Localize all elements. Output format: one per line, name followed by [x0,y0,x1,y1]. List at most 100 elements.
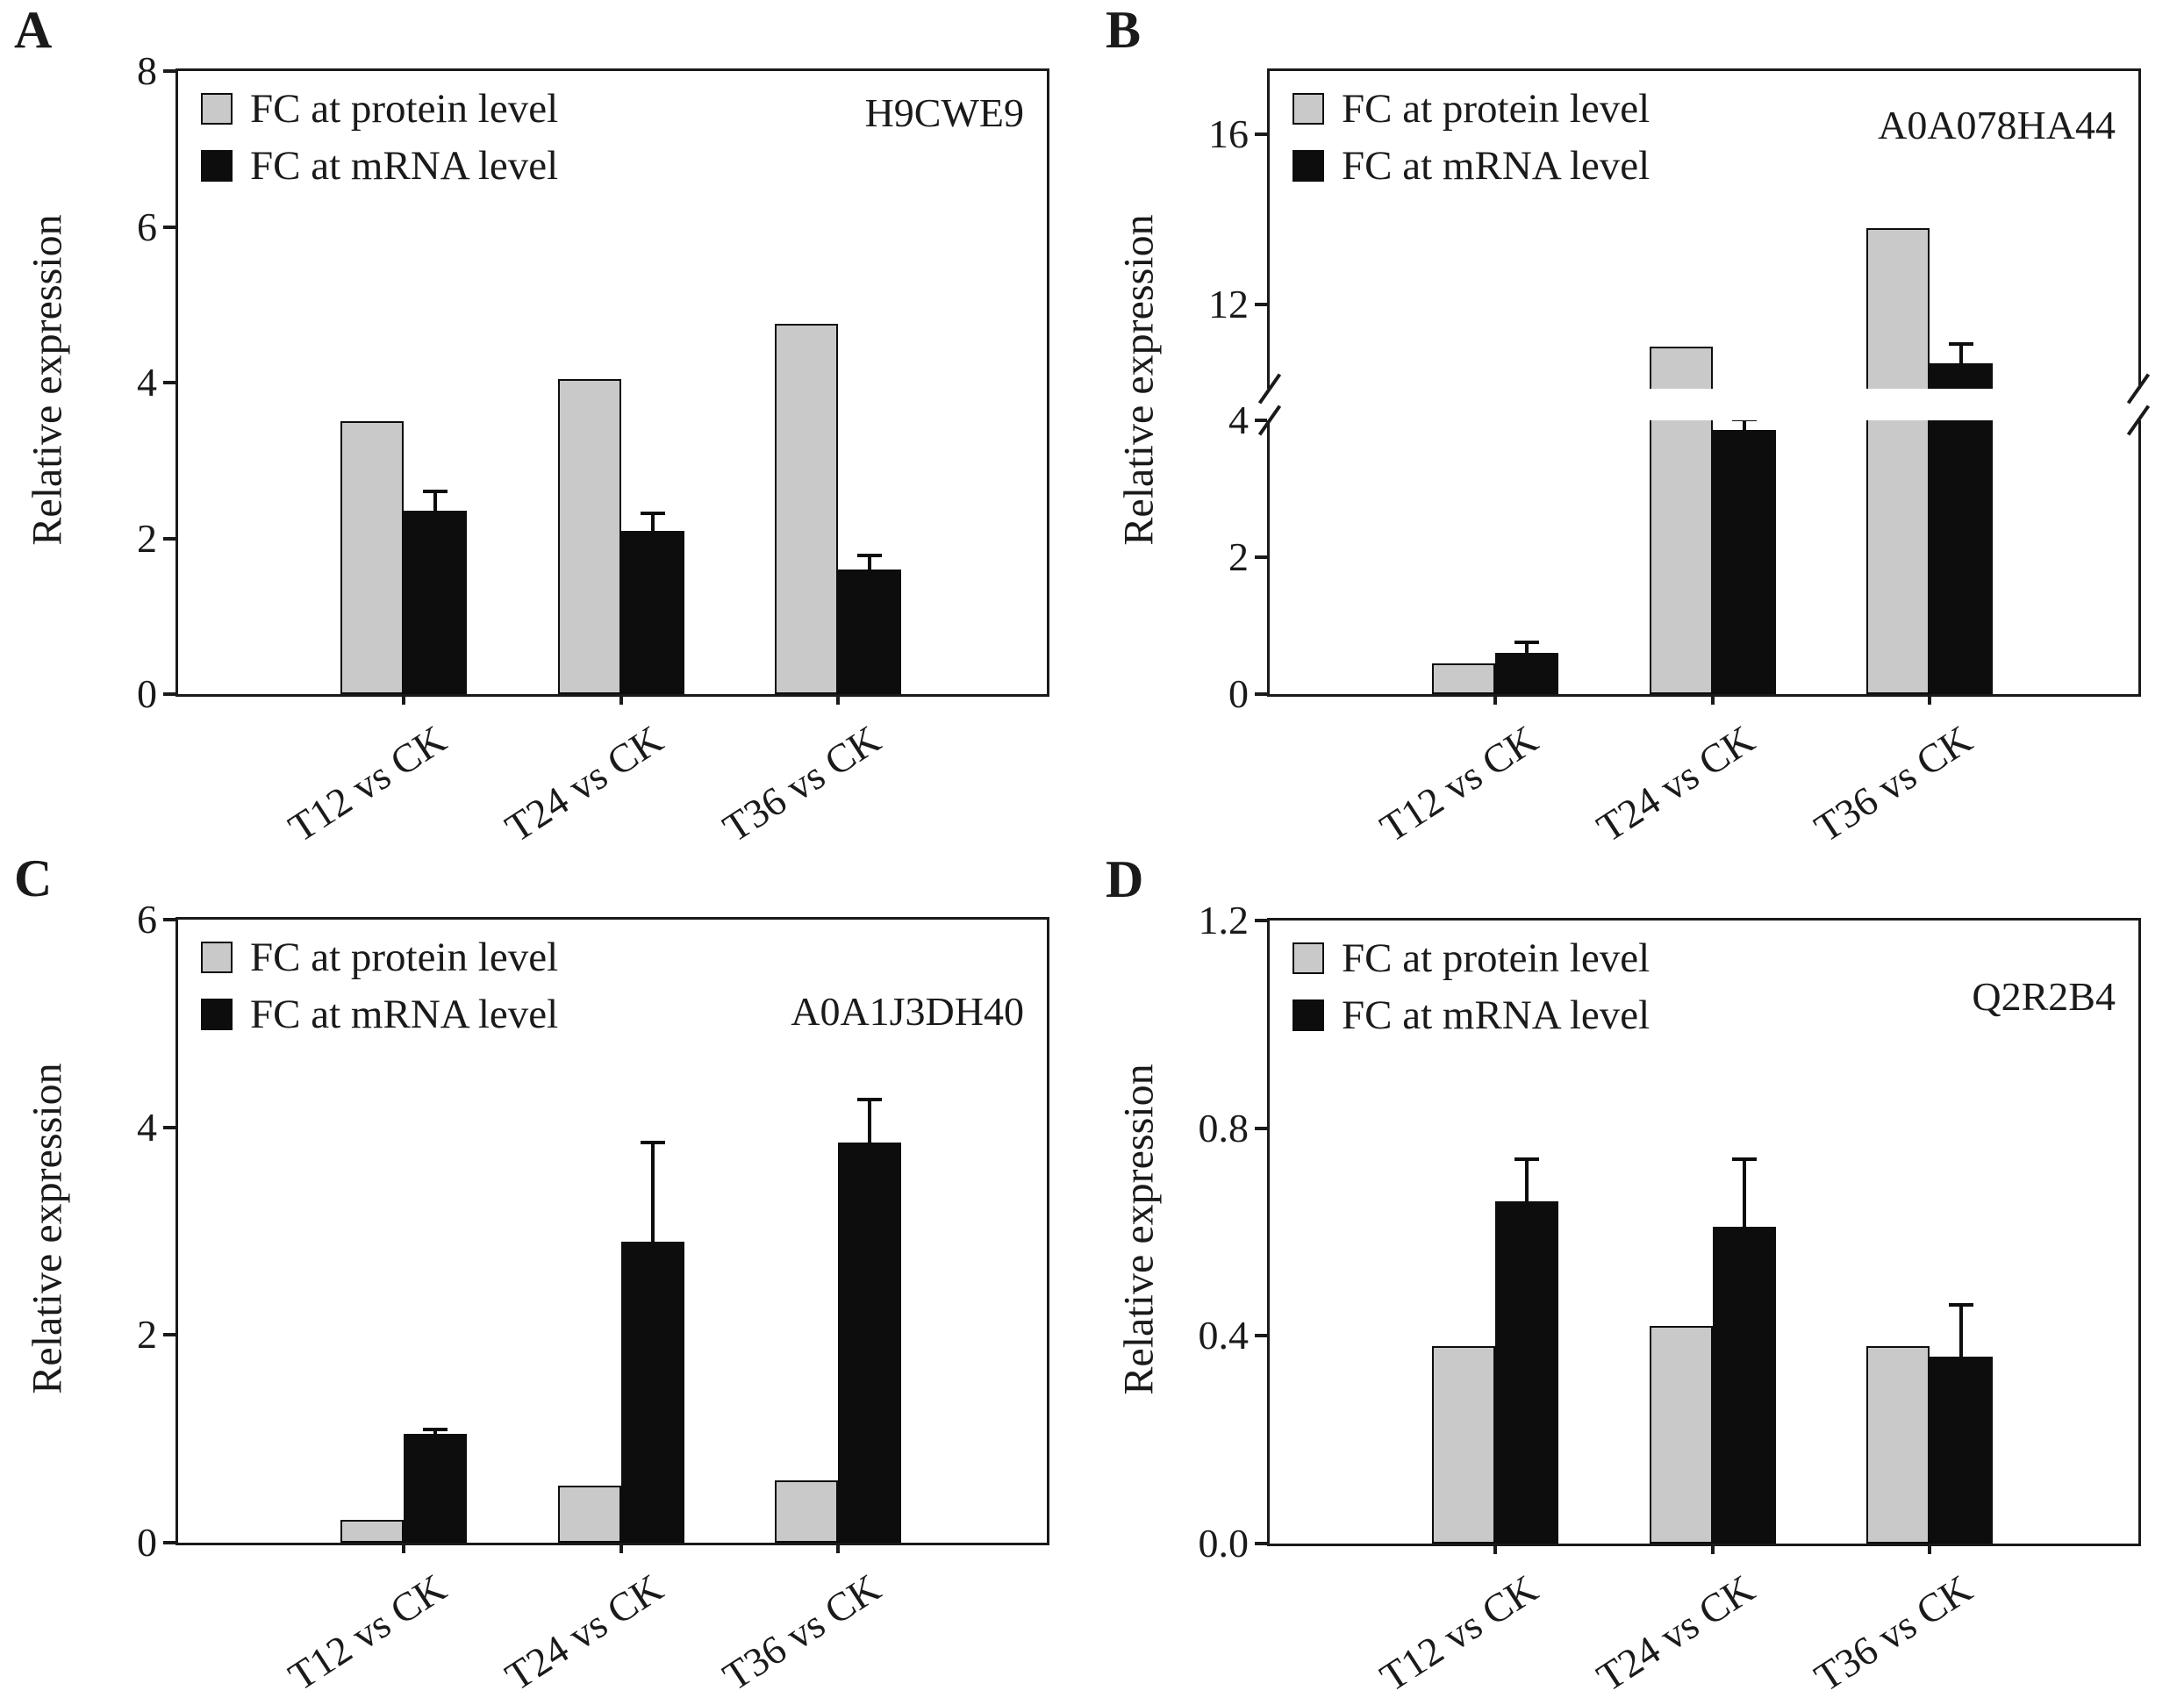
bar-mrna [404,511,468,694]
panel-c: C Relative expression 0 2 4 6 T12 vs CK T24 vs … [0,849,1092,1698]
legend-item: FC at mRNA level [201,142,559,189]
legend-item: FC at protein level [1292,936,1650,981]
y-tick-mark [163,1125,175,1129]
legend-swatch-mrna [1292,999,1324,1032]
error-bar-cap-top [423,490,448,494]
error-bar-cap-bottom [857,1185,883,1189]
y-tick-label: 2 [137,515,157,561]
y-tick-mark [163,381,175,384]
legend-item: FC at protein level [1292,87,1650,132]
plot-area: 0 2 4 6 8 T12 vs CK T24 vs CK T36 vs CK FC at pr… [137,50,1049,850]
protein-code: A0A1J3DH40 [791,988,1024,1034]
error-bar [433,491,438,531]
bar-protein [557,1485,621,1543]
bar-mrna [1712,430,1776,694]
bar-mrna [838,1143,902,1543]
plot-area: 0 2 4 6 T12 vs CK T24 vs CK T36 vs CK FC at pro… [137,899,1049,1698]
panel-label-a: A [14,1,53,59]
y-tick-mark [1255,302,1267,306]
error-bar [1959,1304,1964,1409]
error-bar [650,513,655,548]
bar-protein [1649,1325,1713,1544]
bar-protein [1866,1346,1930,1544]
bar-protein [340,421,405,694]
y-tick-label: 4 [137,1104,157,1150]
bar-mrna [1712,1227,1776,1544]
error-bar-cap-top [1731,1157,1757,1162]
y-tick-label: 2 [137,1312,157,1358]
y-tick-mark [163,225,175,229]
x-tick-mark [836,1543,841,1553]
x-tick-label: T24 vs CK [497,1565,671,1698]
error-bar-cap-bottom [640,546,665,550]
error-bar-cap-top [1514,1157,1540,1162]
legend-item: FC at protein level [201,935,558,980]
y-tick-mark [1255,692,1267,696]
legend-swatch-mrna [201,150,233,183]
error-bar [868,1099,872,1187]
error-bar-cap-bottom [1731,448,1757,453]
y-tick-mark [1255,555,1267,559]
y-tick-label: 0.0 [1198,1521,1250,1565]
error-bar-cap-top [1949,1302,1974,1307]
x-tick-label: T12 vs CK [280,716,454,851]
error-bar-cap-top [1514,641,1540,645]
y-tick-mark [163,692,175,696]
x-tick-mark [1493,1544,1498,1554]
x-tick-mark [1928,694,1932,705]
error-bar-cap-bottom [1514,661,1540,665]
x-tick-mark [1493,694,1498,705]
bar-protein [1866,227,1930,694]
error-bar [868,555,872,584]
x-tick-label: T24 vs CK [1588,716,1763,851]
y-tick-label: 0 [137,671,157,716]
protein-code: Q2R2B4 [1972,973,2116,1019]
panel-d: D Relative expression 0.0 0.4 0.8 1.2 T12 vs C… [1092,849,2183,1698]
x-tick-mark [1928,1544,1932,1554]
x-tick-label: T36 vs CK [714,716,888,851]
legend: FC at protein level FC at mRNA level [1292,936,1650,1038]
error-bar-cap-bottom [1514,1240,1540,1244]
y-tick-label: 0 [1228,671,1249,716]
error-bar-cap-bottom [1731,1293,1757,1296]
y-axis-label: Relative expression [1115,214,1163,546]
error-bar [1742,1159,1746,1294]
legend-label: FC at mRNA level [250,142,559,189]
legend: FC at protein level FC at mRNA level [201,935,558,1037]
y-tick-mark [163,536,175,541]
panel-b: B Relative expression 0 2 4 12 16 T12 vs CK T24 … [1092,0,2183,851]
legend-swatch-mrna [1292,150,1324,183]
y-tick-label: 6 [137,897,157,942]
y-tick-label: 1.2 [1198,898,1250,942]
x-tick-label: T12 vs CK [1371,716,1545,851]
bar-protein [557,378,621,694]
y-tick-mark [1255,133,1267,137]
panel-label-b: B [1106,1,1142,59]
error-bar-cap-bottom [1949,380,1974,384]
bar-protein [340,1519,405,1543]
legend: FC at protein level FC at mRNA level [1292,87,1650,189]
legend-label: FC at protein level [1342,935,1651,981]
bar-protein [1432,1346,1496,1544]
error-bar [650,1143,655,1341]
error-bar [1742,419,1746,451]
error-bar-cap-top [1949,342,1974,347]
x-tick-mark [836,694,841,705]
legend-swatch-protein [1292,942,1324,975]
x-tick-mark [1710,694,1715,705]
y-tick-label: 0.4 [1198,1313,1250,1358]
y-tick-mark [163,1541,175,1544]
x-tick-label: T36 vs CK [1806,716,1980,851]
y-tick-label: 16 [1208,111,1249,157]
x-tick-label: T36 vs CK [1806,1565,1980,1698]
y-tick-label: 0.8 [1198,1105,1250,1150]
error-bar-cap-bottom [423,528,448,533]
bar-mrna [620,530,684,694]
x-tick-label: T24 vs CK [497,716,671,851]
y-tick-mark [1255,1334,1267,1338]
legend-item: FC at mRNA level [1292,992,1650,1038]
legend: FC at protein level FC at mRNA level [201,87,558,189]
legend-swatch-protein [201,93,233,125]
x-tick-label: T12 vs CK [280,1565,454,1698]
